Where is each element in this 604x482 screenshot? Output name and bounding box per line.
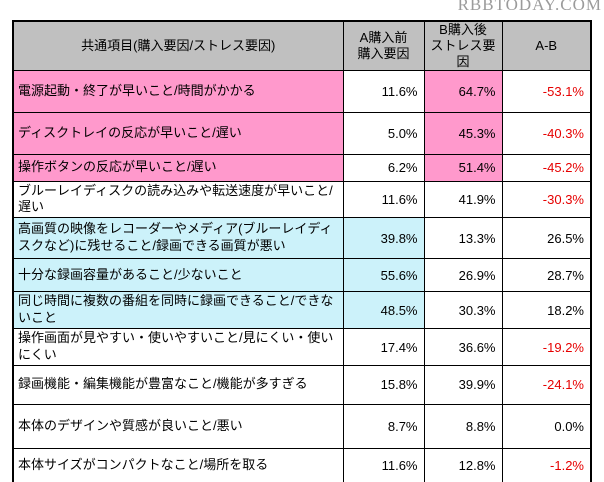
- item-label-cell: 本体のデザインや質感が良いこと/悪い: [12, 403, 344, 449]
- item-label-cell: 操作画面が見やすい・使いやすいこと/見にくい・使いにくい: [12, 328, 344, 366]
- value-a-cell: 6.2%: [342, 153, 425, 182]
- value-b-cell: 36.6%: [423, 328, 503, 366]
- column-header-a-line1: A購入前: [359, 29, 408, 45]
- value-a-cell: 48.5%: [342, 291, 425, 330]
- diff-cell: -40.3%: [501, 111, 592, 155]
- value-b-cell: 45.3%: [423, 111, 503, 155]
- column-header-b: B購入後 ストレス要因: [423, 20, 503, 71]
- table-row: 同じ時間に複数の番組を同時に録画できること/できないこと 48.5% 30.3% 18…: [12, 291, 592, 330]
- item-label-cell: 十分な録画容量があること/少ないこと: [12, 258, 344, 293]
- item-label-cell: ブルーレイディスクの読み込みや転送速度が早いこと/遅い: [12, 180, 344, 219]
- value-a-cell: 11.6%: [342, 180, 425, 219]
- column-header-a: A購入前 購入要因: [342, 20, 425, 71]
- diff-cell: 26.5%: [501, 217, 592, 260]
- table-row: 録画機能・編集機能が豊富なこと/機能が多すぎる 15.8% 39.9% -24.1%: [12, 364, 592, 405]
- value-a-cell: 17.4%: [342, 328, 425, 366]
- table-row: 操作画面が見やすい・使いやすいこと/見にくい・使いにくい 17.4% 36.6% -1…: [12, 328, 592, 366]
- column-header-b-line2: ストレス要因: [430, 37, 496, 69]
- diff-cell: 28.7%: [501, 258, 592, 293]
- diff-cell: -19.2%: [501, 328, 592, 366]
- column-header-item: 共通項目(購入要因/ストレス要因): [12, 20, 344, 71]
- column-header-b-line1: B購入後: [439, 22, 487, 37]
- diff-cell: -24.1%: [501, 364, 592, 405]
- item-label-cell: 本体サイズがコンパクトなこと/場所を取る: [12, 447, 344, 482]
- value-b-cell: 51.4%: [423, 153, 503, 182]
- diff-cell: -53.1%: [501, 69, 592, 113]
- item-label-cell: 電源起動・終了が早いこと/時間がかかる: [12, 69, 344, 113]
- survey-table: 共通項目(購入要因/ストレス要因) A購入前 購入要因 B購入後 ストレス要因 …: [12, 20, 592, 482]
- item-label-cell: 高画質の映像をレコーダーやメディア(ブルーレイディスクなど)に残せること/録画で…: [12, 217, 344, 260]
- diff-cell: -45.2%: [501, 153, 592, 182]
- item-label-cell: ディスクトレイの反応が早いこと/遅い: [12, 111, 344, 155]
- value-a-cell: 15.8%: [342, 364, 425, 405]
- table-row: ブルーレイディスクの読み込みや転送速度が早いこと/遅い 11.6% 41.9% -30…: [12, 180, 592, 219]
- value-a-cell: 11.6%: [342, 69, 425, 113]
- value-a-cell: 39.8%: [342, 217, 425, 260]
- table-row: ディスクトレイの反応が早いこと/遅い 5.0% 45.3% -40.3%: [12, 111, 592, 155]
- item-label-cell: 録画機能・編集機能が豊富なこと/機能が多すぎる: [12, 364, 344, 405]
- diff-cell: -30.3%: [501, 180, 592, 219]
- table-row: 本体サイズがコンパクトなこと/場所を取る 11.6% 12.8% -1.2%: [12, 447, 592, 482]
- rbbtoday-watermark-logo: RBBTODAY.COM: [457, 0, 602, 14]
- value-b-cell: 26.9%: [423, 258, 503, 293]
- value-a-cell: 5.0%: [342, 111, 425, 155]
- value-b-cell: 8.8%: [423, 403, 503, 449]
- value-a-cell: 11.6%: [342, 447, 425, 482]
- column-header-diff: A-B: [501, 20, 592, 71]
- diff-cell: 0.0%: [501, 403, 592, 449]
- value-b-cell: 30.3%: [423, 291, 503, 330]
- table-row: 高画質の映像をレコーダーやメディア(ブルーレイディスクなど)に残せること/録画で…: [12, 217, 592, 260]
- table-row: 操作ボタンの反応が早いこと/遅い 6.2% 51.4% -45.2%: [12, 153, 592, 182]
- table-row: 電源起動・終了が早いこと/時間がかかる 11.6% 64.7% -53.1%: [12, 69, 592, 113]
- value-b-cell: 13.3%: [423, 217, 503, 260]
- table-row: 十分な録画容量があること/少ないこと 55.6% 26.9% 28.7%: [12, 258, 592, 293]
- column-header-a-line2: 購入要因: [357, 45, 410, 61]
- diff-cell: -1.2%: [501, 447, 592, 482]
- table-row: 本体のデザインや質感が良いこと/悪い 8.7% 8.8% 0.0%: [12, 403, 592, 449]
- value-a-cell: 55.6%: [342, 258, 425, 293]
- survey-table-body: 電源起動・終了が早いこと/時間がかかる 11.6% 64.7% -53.1% ディスクト…: [12, 69, 592, 482]
- item-label-cell: 操作ボタンの反応が早いこと/遅い: [12, 153, 344, 182]
- value-a-cell: 8.7%: [342, 403, 425, 449]
- value-b-cell: 64.7%: [423, 69, 503, 113]
- value-b-cell: 12.8%: [423, 447, 503, 482]
- value-b-cell: 39.9%: [423, 364, 503, 405]
- value-b-cell: 41.9%: [423, 180, 503, 219]
- diff-cell: 18.2%: [501, 291, 592, 330]
- item-label-cell: 同じ時間に複数の番組を同時に録画できること/できないこと: [12, 291, 344, 330]
- header-row: 共通項目(購入要因/ストレス要因) A購入前 購入要因 B購入後 ストレス要因 …: [12, 20, 592, 71]
